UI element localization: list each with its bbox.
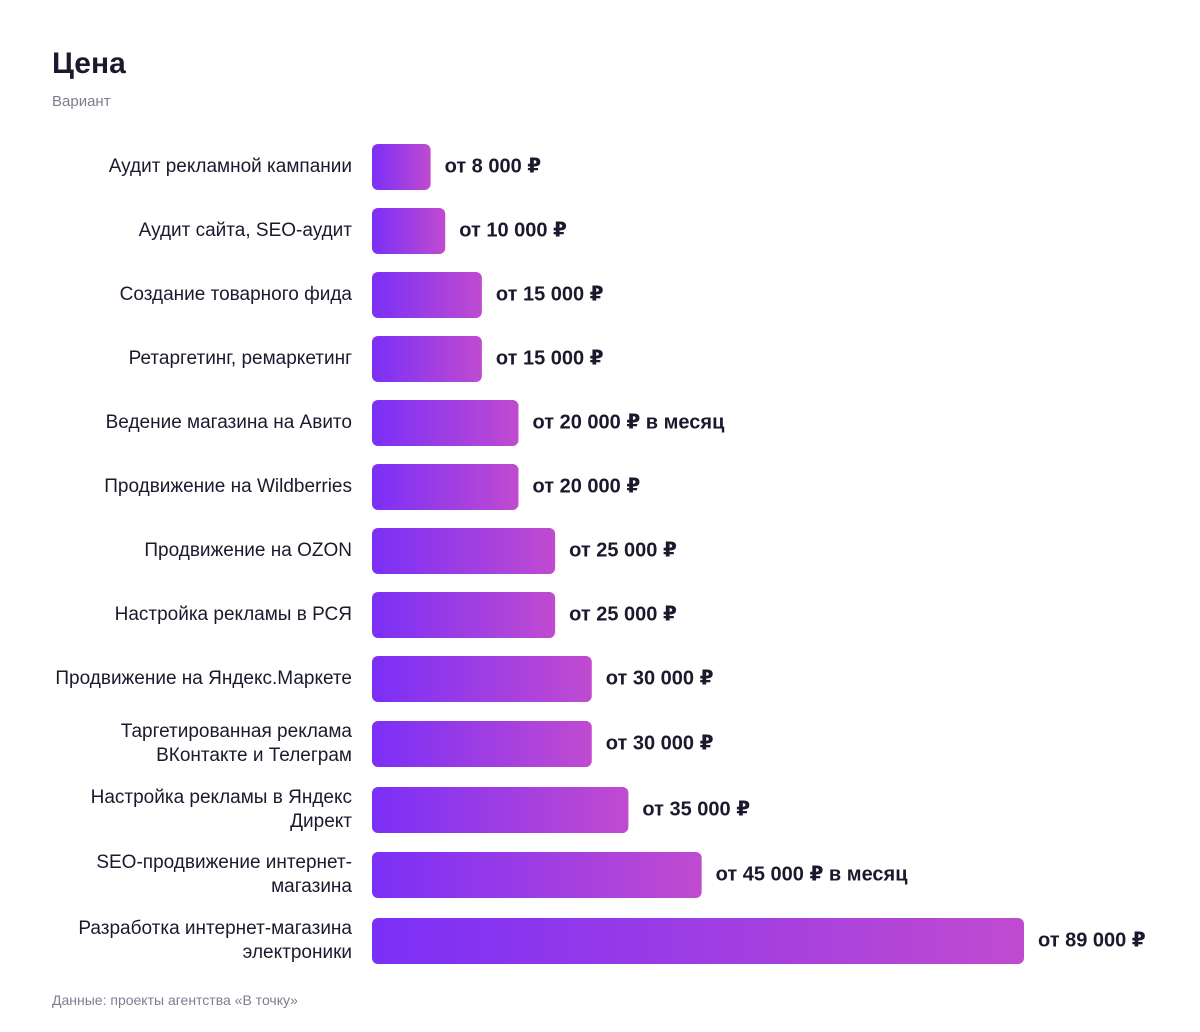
- value-label: от 25 000 ₽: [569, 539, 677, 561]
- category-label: Создание товарного фида: [120, 284, 353, 305]
- bar: [372, 656, 592, 702]
- bar: [372, 918, 1024, 964]
- bar: [372, 144, 431, 190]
- category-label: Ведение магазина на Авито: [106, 412, 352, 433]
- bars-layer: Аудит рекламной кампании от 8 000 ₽ Аудит …: [55, 144, 1146, 964]
- chart-source: Данные: проекты агентства «В точку»: [52, 992, 298, 1008]
- value-label: от 89 000 ₽: [1038, 929, 1146, 951]
- chart-subtitle: Вариант: [52, 93, 111, 110]
- value-label: от 20 000 ₽: [533, 475, 641, 497]
- value-label: от 15 000 ₽: [496, 347, 604, 369]
- category-label: Продвижение на OZON: [144, 540, 352, 561]
- category-label: Аудит рекламной кампании: [109, 156, 352, 177]
- chart-title: Цена: [52, 47, 126, 80]
- bar: [372, 592, 556, 638]
- bar: [372, 721, 592, 767]
- value-label: от 30 000 ₽: [606, 667, 714, 689]
- category-label: SEO-продвижение интернет-магазина: [96, 852, 352, 897]
- bar: [372, 528, 556, 574]
- category-label: Разработка интернет-магазина электроники: [78, 918, 352, 963]
- category-label: Ретаргетинг, ремаркетинг: [129, 348, 352, 369]
- bar: [372, 336, 482, 382]
- bar: [372, 400, 519, 446]
- category-label: Продвижение на Wildberries: [104, 476, 352, 497]
- category-label: Настройка рекламы в РСЯ: [115, 604, 352, 625]
- value-label: от 20 000 ₽ в месяц: [533, 411, 726, 433]
- category-label: Таргетированная реклама ВКонтакте и Телег…: [121, 721, 353, 766]
- bar: [372, 464, 519, 510]
- value-label: от 45 000 ₽ в месяц: [716, 863, 909, 885]
- value-label: от 15 000 ₽: [496, 283, 604, 305]
- value-label: от 10 000 ₽: [459, 219, 567, 241]
- bar: [372, 272, 482, 318]
- bar: [372, 787, 629, 833]
- value-label: от 30 000 ₽: [606, 732, 714, 754]
- category-label: Аудит сайта, SEO-аудит: [139, 220, 353, 241]
- bar: [372, 852, 702, 898]
- bar: [372, 208, 446, 254]
- value-label: от 35 000 ₽: [642, 798, 750, 820]
- value-label: от 25 000 ₽: [569, 603, 677, 625]
- category-label: Настройка рекламы в Яндекс Директ: [91, 787, 353, 832]
- category-label: Продвижение на Яндекс.Маркете: [55, 668, 352, 689]
- value-label: от 8 000 ₽: [445, 155, 542, 177]
